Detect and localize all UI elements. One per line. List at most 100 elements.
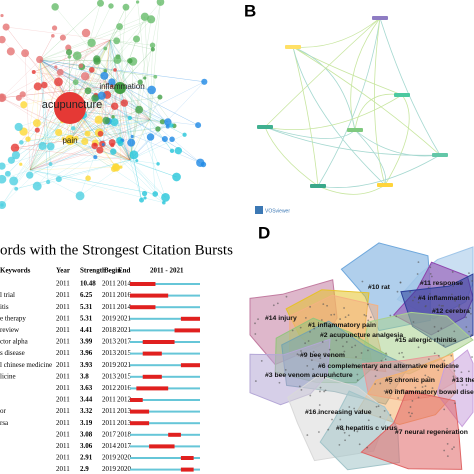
timeline xyxy=(130,283,200,285)
burst-bar xyxy=(180,467,194,472)
edge xyxy=(39,59,59,83)
node xyxy=(345,341,348,343)
node xyxy=(453,330,456,333)
edge xyxy=(1,98,131,161)
end: 2021 xyxy=(117,361,132,369)
keyword: or xyxy=(0,407,7,415)
begin: 2013 xyxy=(102,338,117,346)
burst-bar xyxy=(142,351,162,356)
node xyxy=(449,339,451,342)
end: 2013 xyxy=(117,407,132,415)
timeline xyxy=(130,410,200,413)
node xyxy=(291,329,294,332)
strength: 3.08 xyxy=(80,430,93,438)
node xyxy=(350,335,353,337)
edge xyxy=(129,159,166,198)
node xyxy=(67,55,72,59)
edge xyxy=(119,84,122,168)
node xyxy=(59,34,66,41)
node xyxy=(343,307,345,309)
node xyxy=(10,143,20,153)
edge xyxy=(1,119,151,167)
year: 2011 xyxy=(56,396,70,404)
node xyxy=(324,389,327,392)
node xyxy=(315,354,318,357)
node xyxy=(408,411,410,414)
year: 2011 xyxy=(56,326,70,334)
node xyxy=(81,137,89,146)
edge xyxy=(129,159,142,201)
node xyxy=(429,272,432,275)
edge xyxy=(101,95,131,161)
node xyxy=(147,85,156,95)
panel-a: acupuncture inflammation pain xyxy=(0,0,208,210)
burst-bar xyxy=(168,432,181,437)
edge xyxy=(114,69,151,121)
node xyxy=(139,197,145,203)
node xyxy=(460,371,463,374)
node xyxy=(309,305,312,308)
timeline xyxy=(130,364,200,367)
node xyxy=(427,358,430,361)
node xyxy=(119,165,123,169)
edge xyxy=(94,39,111,143)
cluster-label: #10 rat xyxy=(368,284,391,291)
burst-bar xyxy=(130,305,156,310)
begin: 2017 xyxy=(102,430,117,438)
edge xyxy=(29,72,61,171)
node xyxy=(429,266,432,269)
edge xyxy=(104,75,131,161)
node xyxy=(55,128,63,137)
strength: 5.31 xyxy=(80,314,93,322)
edge xyxy=(317,17,381,187)
node xyxy=(450,293,453,296)
year: 2011 xyxy=(56,303,70,311)
burst-bar xyxy=(180,316,200,321)
node xyxy=(469,307,472,310)
node xyxy=(389,414,392,416)
node xyxy=(15,94,22,101)
node xyxy=(443,408,446,411)
node xyxy=(385,352,387,355)
edge xyxy=(58,119,151,180)
end: 2018 xyxy=(117,430,132,438)
edge xyxy=(119,49,154,86)
node xyxy=(149,42,156,49)
node xyxy=(428,292,431,295)
node xyxy=(103,69,107,73)
node xyxy=(389,382,392,385)
node xyxy=(113,68,117,72)
end: 2015 xyxy=(117,349,132,357)
edge xyxy=(39,3,101,61)
begin: 2014 xyxy=(102,442,117,450)
edge xyxy=(1,39,111,99)
node xyxy=(72,51,82,61)
node xyxy=(458,306,460,308)
node xyxy=(51,25,58,31)
edge xyxy=(384,94,410,186)
node xyxy=(41,81,48,89)
node xyxy=(143,76,147,80)
node xyxy=(333,335,336,337)
node xyxy=(309,331,311,333)
edge xyxy=(69,94,108,141)
edge xyxy=(33,39,111,73)
node xyxy=(348,434,351,437)
burst-bar xyxy=(130,293,169,298)
year: 2011 xyxy=(56,338,70,346)
edge xyxy=(379,17,441,156)
node xyxy=(338,443,341,446)
cluster-label: #13 the xyxy=(452,377,474,384)
edge xyxy=(29,149,100,171)
node xyxy=(465,384,468,386)
year: 2011 xyxy=(56,372,70,380)
node xyxy=(316,412,319,415)
node xyxy=(172,172,181,182)
node xyxy=(335,339,338,342)
logo-icon xyxy=(255,206,263,214)
node xyxy=(339,418,342,421)
node xyxy=(351,363,354,366)
panel-c: ords with the Strongest Citation Bursts … xyxy=(0,242,233,473)
node xyxy=(465,316,467,319)
node xyxy=(91,94,99,102)
